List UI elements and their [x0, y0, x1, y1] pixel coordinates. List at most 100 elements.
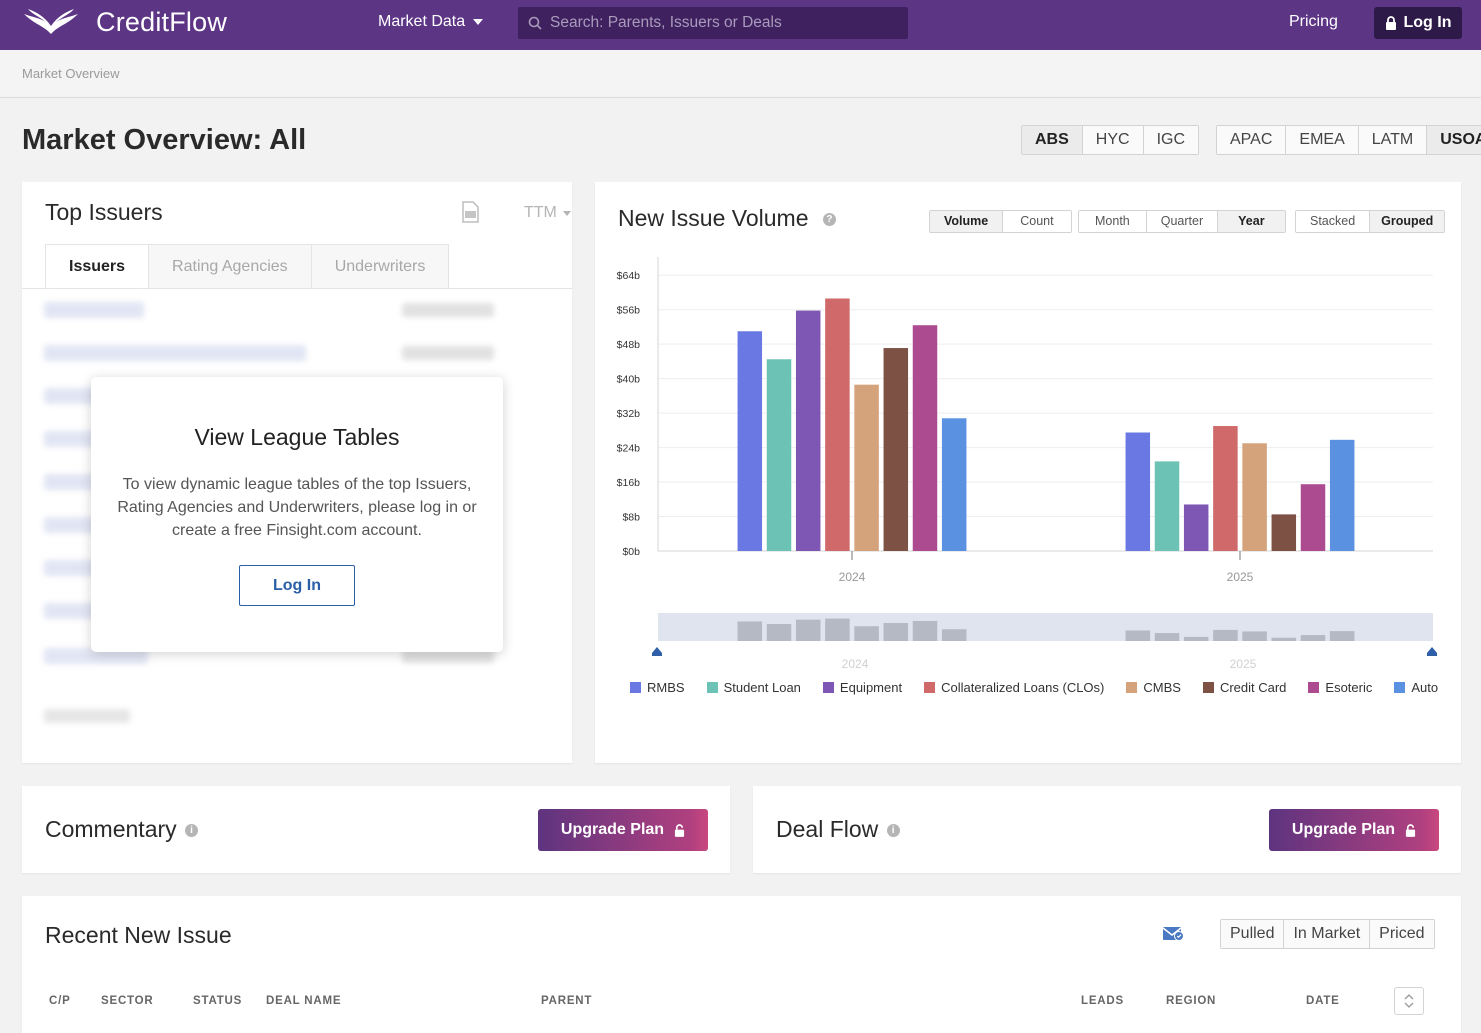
- recent-new-issue-card: Recent New Issue Pulled In Market Priced: [22, 896, 1461, 1033]
- legend-item[interactable]: CMBS: [1126, 680, 1181, 695]
- column-header-region[interactable]: REGION: [1166, 995, 1217, 1007]
- help-icon[interactable]: i: [185, 824, 199, 838]
- period-label: TTM: [524, 204, 557, 221]
- tab-usoa[interactable]: USOA: [1427, 126, 1481, 154]
- help-icon[interactable]: i: [886, 824, 900, 838]
- bar-auto-2025: [1329, 439, 1355, 551]
- navigator-bar: [1242, 631, 1267, 641]
- search-icon: [528, 16, 542, 30]
- legend-item[interactable]: Auto: [1394, 680, 1438, 695]
- navigator-bar: [737, 621, 763, 641]
- blurred-row: [44, 603, 104, 619]
- sort-button[interactable]: [1394, 987, 1424, 1015]
- login-button[interactable]: Log In: [1374, 7, 1462, 39]
- column-header-parent[interactable]: PARENT: [541, 995, 593, 1007]
- market-data-menu[interactable]: Market Data: [378, 13, 484, 31]
- column-header-deal-name[interactable]: DEAL NAME: [266, 995, 342, 1007]
- column-header-sector[interactable]: SECTOR: [101, 995, 154, 1007]
- column-header-cp[interactable]: C/P: [49, 995, 71, 1007]
- breadcrumb-bar: Market Overview: [0, 50, 1481, 98]
- y-tick-label: $48b: [617, 339, 641, 351]
- tab-issuers[interactable]: Issuers: [45, 244, 150, 288]
- column-header-date[interactable]: DATE: [1306, 995, 1340, 1007]
- chart-legend: RMBS Student Loan Equipment Collateralized …: [630, 680, 1460, 695]
- period-toggle: Month Quarter Year: [1078, 210, 1286, 233]
- chevron-down-icon: [473, 19, 484, 25]
- breadcrumb[interactable]: Market Overview: [22, 66, 120, 81]
- tabs-divider: [22, 288, 572, 289]
- navigator-bar: [912, 620, 938, 641]
- bar-student-loan-2024: [766, 359, 792, 551]
- excel-export-icon[interactable]: [460, 201, 480, 223]
- toggle-grouped[interactable]: Grouped: [1370, 211, 1445, 232]
- legend-item[interactable]: Equipment: [822, 680, 902, 695]
- legend-swatch: [1394, 682, 1406, 693]
- navigator-bar: [1271, 637, 1297, 641]
- upgrade-label: Upgrade Plan: [560, 821, 665, 838]
- bar-collateralized-loans-clos--2024: [825, 298, 850, 551]
- navigator-bar: [1300, 635, 1326, 641]
- blurred-value: [402, 346, 494, 360]
- tab-emea[interactable]: EMEA: [1286, 126, 1359, 154]
- column-header-status[interactable]: STATUS: [193, 995, 243, 1007]
- logo[interactable]: CreditFlow: [22, 7, 227, 38]
- toggle-quarter[interactable]: Quarter: [1146, 211, 1219, 232]
- legend-item[interactable]: Esoteric: [1308, 680, 1372, 695]
- navigator-label: 2024: [842, 657, 869, 671]
- tab-rating-agencies[interactable]: Rating Agencies: [148, 244, 312, 288]
- help-icon[interactable]: ?: [822, 213, 836, 227]
- toggle-year[interactable]: Year: [1218, 211, 1285, 232]
- y-tick-label: $32b: [617, 408, 641, 420]
- toggle-stacked[interactable]: Stacked: [1296, 211, 1371, 232]
- legend-label: CMBS: [1143, 680, 1181, 695]
- blurred-pager-info: [44, 709, 130, 723]
- recent-title: Recent New Issue: [45, 922, 232, 948]
- navigator-bar: [1183, 636, 1209, 641]
- market-data-label: Market Data: [378, 13, 466, 30]
- deal-flow-title: Deal Flow i: [776, 816, 900, 843]
- filter-pulled[interactable]: Pulled: [1221, 920, 1285, 948]
- navigator-bar: [941, 629, 967, 641]
- blurred-row: [44, 302, 144, 318]
- legend-label: Esoteric: [1325, 680, 1373, 695]
- legend-label: Collateralized Loans (CLOs): [941, 680, 1105, 695]
- legend-label: Auto: [1411, 680, 1439, 695]
- y-tick-label: $64b: [617, 270, 641, 282]
- blurred-row: [44, 431, 104, 447]
- email-alert-icon[interactable]: [1162, 924, 1184, 942]
- period-select[interactable]: TTM: [524, 204, 571, 222]
- legend-item[interactable]: Student Loan: [706, 680, 801, 695]
- pricing-link[interactable]: Pricing: [1289, 13, 1338, 30]
- tab-hyc[interactable]: HYC: [1082, 126, 1144, 154]
- bar-esoteric-2025: [1300, 484, 1326, 551]
- toggle-month[interactable]: Month: [1079, 211, 1147, 232]
- deal-flow-upgrade-button[interactable]: Upgrade Plan: [1269, 809, 1439, 851]
- legend-label: Credit Card: [1219, 680, 1287, 695]
- commentary-upgrade-button[interactable]: Upgrade Plan: [538, 809, 708, 851]
- toggle-volume[interactable]: Volume: [930, 211, 1004, 232]
- top-issuers-title: Top Issuers: [45, 199, 163, 225]
- toggle-count[interactable]: Count: [1003, 211, 1071, 232]
- tab-apac[interactable]: APAC: [1217, 126, 1287, 154]
- volume-title: New Issue Volume ?: [618, 205, 836, 232]
- blurred-row: [44, 474, 104, 490]
- legend-swatch: [1308, 682, 1320, 693]
- legend-item[interactable]: Credit Card: [1202, 680, 1287, 695]
- filter-priced[interactable]: Priced: [1370, 920, 1434, 948]
- modal-login-button[interactable]: Log In: [239, 565, 355, 606]
- filter-in-market[interactable]: In Market: [1284, 920, 1371, 948]
- tab-abs[interactable]: ABS: [1022, 126, 1083, 154]
- tab-underwriters[interactable]: Underwriters: [310, 244, 450, 288]
- legend-item[interactable]: RMBS: [630, 680, 685, 695]
- column-header-leads[interactable]: LEADS: [1081, 995, 1124, 1007]
- mode-toggle: Stacked Grouped: [1295, 210, 1446, 233]
- commentary-card: Commentary i Upgrade Plan: [22, 786, 730, 873]
- search-box[interactable]: [518, 7, 908, 39]
- tab-igc[interactable]: IGC: [1143, 126, 1199, 154]
- search-input[interactable]: [550, 14, 890, 32]
- legend-label: RMBS: [647, 680, 685, 695]
- navigator-bar: [1154, 633, 1180, 641]
- bar-cmbs-2024: [854, 384, 879, 551]
- legend-item[interactable]: Collateralized Loans (CLOs): [924, 680, 1104, 695]
- tab-latm[interactable]: LATM: [1358, 126, 1428, 154]
